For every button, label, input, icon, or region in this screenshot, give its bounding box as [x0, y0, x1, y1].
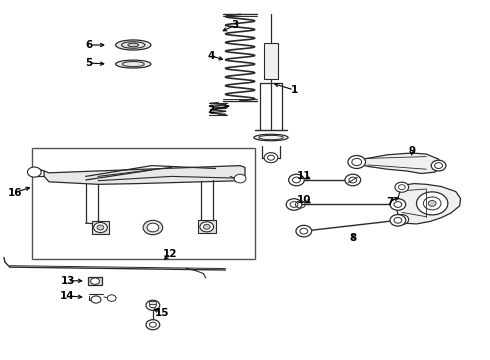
Polygon shape [353, 153, 441, 174]
Circle shape [286, 199, 302, 210]
Circle shape [395, 215, 409, 225]
Text: 11: 11 [296, 171, 311, 181]
Circle shape [289, 174, 304, 186]
Text: 6: 6 [86, 40, 93, 50]
Polygon shape [397, 184, 461, 224]
Circle shape [27, 167, 41, 177]
Text: 16: 16 [7, 188, 22, 198]
Ellipse shape [128, 43, 139, 47]
Bar [88, 277, 102, 285]
Circle shape [264, 153, 278, 163]
Circle shape [416, 192, 448, 215]
Bar [198, 220, 216, 233]
Circle shape [147, 223, 159, 232]
Circle shape [296, 225, 312, 237]
Text: 5: 5 [86, 58, 93, 68]
Bar [32, 148, 255, 259]
Circle shape [348, 156, 366, 168]
Polygon shape [44, 166, 245, 184]
Circle shape [431, 160, 446, 171]
Text: 3: 3 [232, 20, 239, 30]
Circle shape [203, 224, 210, 229]
Text: 10: 10 [296, 195, 311, 205]
Text: 12: 12 [163, 249, 178, 259]
Circle shape [146, 300, 160, 310]
Circle shape [91, 296, 101, 303]
Text: 14: 14 [60, 291, 75, 301]
Circle shape [428, 201, 436, 206]
Circle shape [97, 225, 104, 230]
Text: 15: 15 [154, 308, 169, 318]
Circle shape [345, 174, 361, 186]
Ellipse shape [116, 40, 151, 50]
Circle shape [395, 182, 409, 192]
Text: 7: 7 [386, 197, 393, 207]
Circle shape [390, 199, 406, 210]
Text: 13: 13 [60, 276, 75, 286]
Circle shape [390, 215, 406, 226]
Circle shape [107, 295, 116, 301]
Ellipse shape [116, 60, 151, 68]
Circle shape [94, 222, 107, 233]
Bar [149, 301, 156, 304]
Text: 4: 4 [207, 51, 215, 61]
Text: 1: 1 [291, 85, 297, 95]
Circle shape [91, 278, 99, 284]
Circle shape [234, 174, 246, 183]
Text: 9: 9 [408, 146, 415, 156]
Bar [264, 43, 278, 79]
Circle shape [143, 220, 163, 235]
Ellipse shape [254, 134, 288, 141]
Circle shape [146, 320, 160, 330]
Circle shape [200, 222, 214, 232]
Bar [92, 221, 109, 234]
Text: 2: 2 [207, 105, 214, 115]
Text: 8: 8 [349, 233, 356, 243]
